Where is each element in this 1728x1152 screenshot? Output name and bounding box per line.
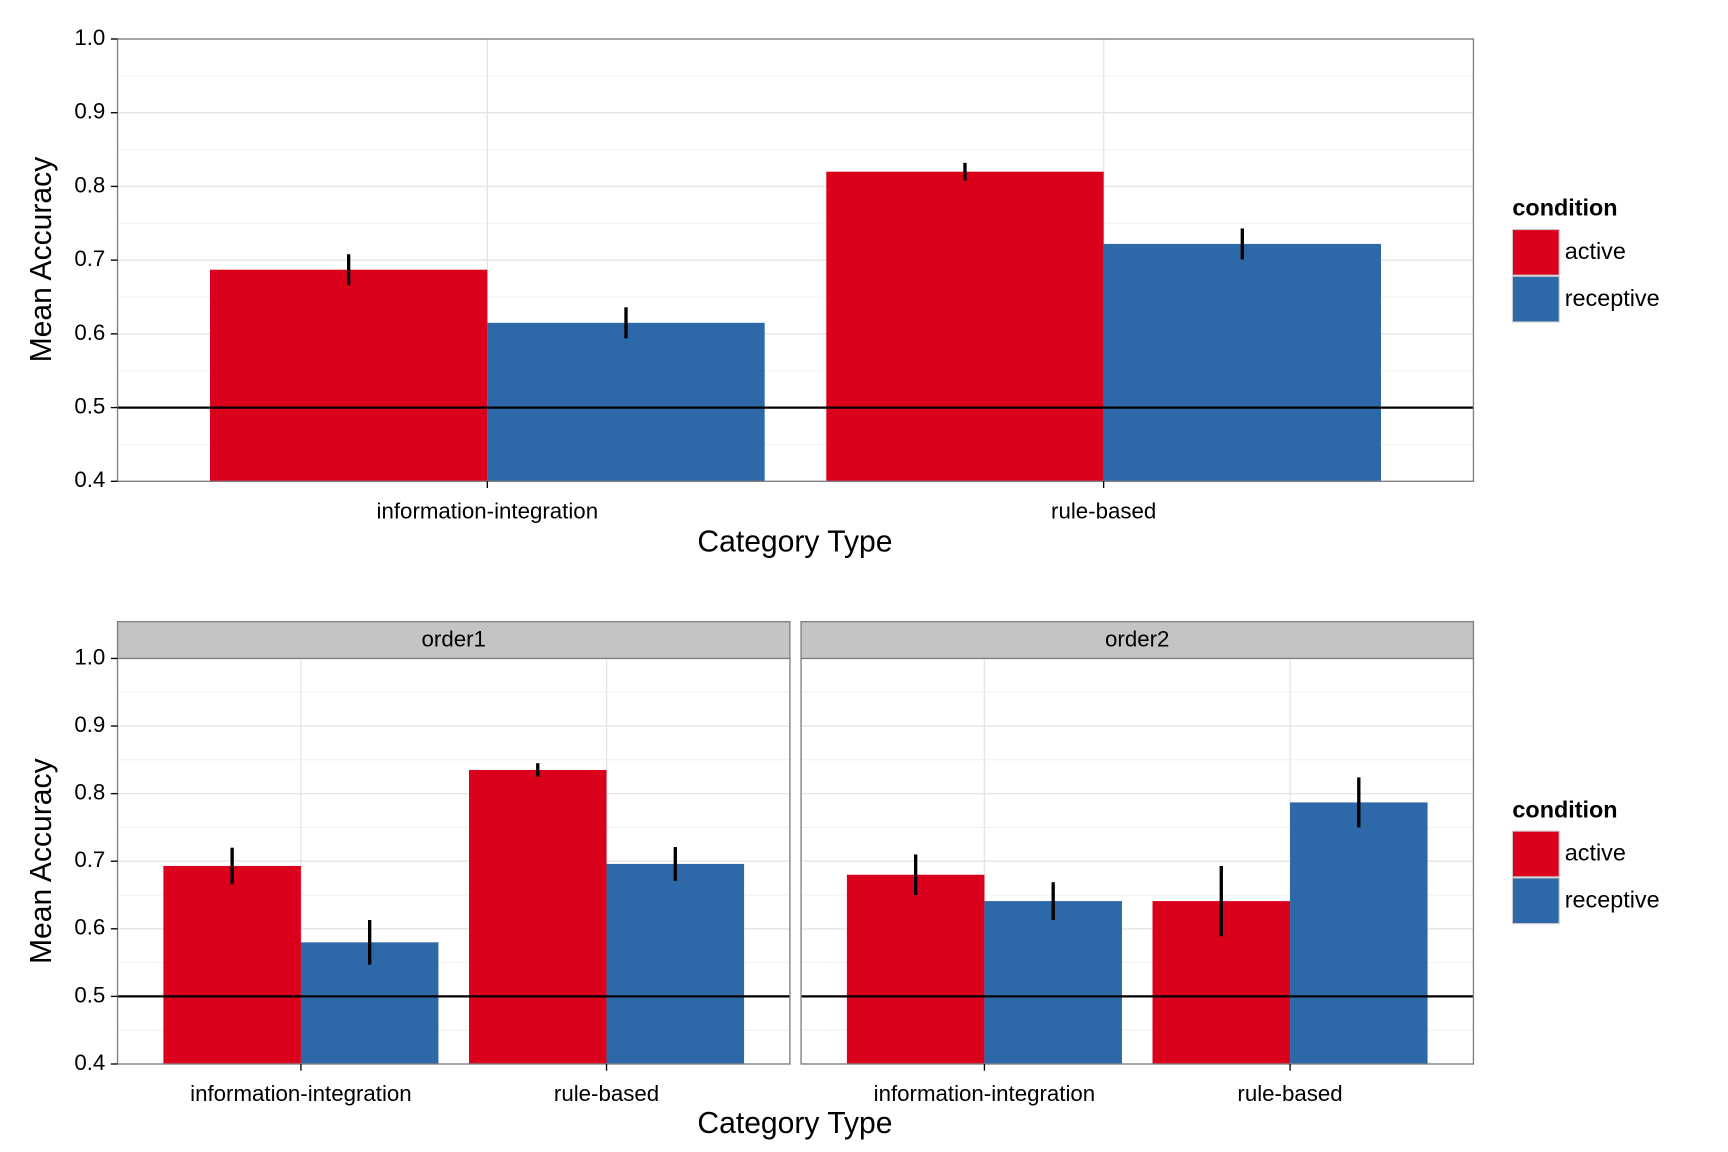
bar: [209, 269, 488, 482]
bar: [469, 769, 607, 1064]
y-tick-label: 0.5: [74, 393, 105, 418]
strip-label: order2: [1105, 627, 1169, 652]
y-tick-label: 0.6: [74, 320, 105, 345]
y-tick-label: 0.7: [74, 246, 105, 271]
x-tick-label: rule-based: [554, 1081, 659, 1106]
bar: [846, 874, 985, 1064]
strip-label: order1: [422, 627, 486, 652]
legend-label: receptive: [1565, 886, 1660, 912]
bar: [984, 901, 1122, 1064]
strip: [116, 621, 791, 660]
x-tick-label: information-integration: [377, 498, 599, 523]
y-tick-label: 1.0: [74, 644, 105, 669]
y-tick-label: 0.7: [74, 847, 105, 872]
x-tick-label: information-integration: [874, 1081, 1096, 1106]
y-tick-label: 0.9: [74, 99, 105, 124]
panel-border: [800, 657, 1475, 1065]
y-tick-label: 1.0: [74, 25, 105, 50]
y-tick-label: 0.4: [74, 1050, 105, 1075]
y-tick-label: 0.6: [74, 915, 105, 940]
bar: [1103, 243, 1381, 482]
y-tick-label: 0.4: [74, 467, 105, 492]
bar: [606, 863, 745, 1064]
x-tick-label: information-integration: [190, 1081, 412, 1106]
x-tick-label: rule-based: [1051, 498, 1156, 523]
legend-label: active: [1565, 840, 1626, 866]
strip: [800, 621, 1475, 660]
bar: [826, 171, 1104, 482]
x-axis-title: Category Type: [697, 526, 892, 559]
legend-title: condition: [1512, 796, 1617, 822]
y-axis-title: Mean Accuracy: [25, 758, 58, 964]
bar: [163, 865, 301, 1064]
x-tick-label: rule-based: [1237, 1081, 1342, 1106]
legend-label: active: [1565, 238, 1626, 264]
y-tick-label: 0.8: [74, 172, 105, 197]
y-tick-label: 0.5: [74, 982, 105, 1007]
bar: [1290, 802, 1428, 1064]
legend-title: condition: [1512, 195, 1617, 221]
bar: [487, 322, 765, 482]
y-axis-title: Mean Accuracy: [25, 157, 58, 363]
y-tick-label: 0.9: [74, 712, 105, 737]
y-tick-label: 0.8: [74, 780, 105, 805]
legend-key: [1511, 830, 1560, 878]
legend-key: [1511, 877, 1560, 925]
legend-key: [1511, 228, 1560, 276]
x-axis-title: Category Type: [697, 1107, 892, 1140]
legend-label: receptive: [1565, 285, 1660, 311]
legend-key: [1511, 275, 1560, 323]
